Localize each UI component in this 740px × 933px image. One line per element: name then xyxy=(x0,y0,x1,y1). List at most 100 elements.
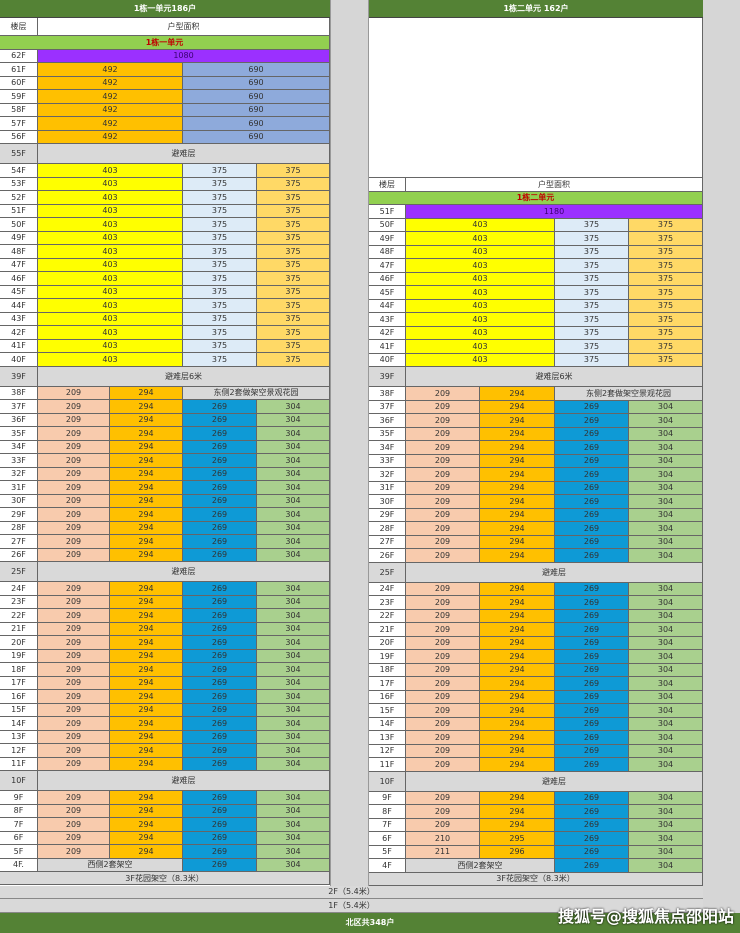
floor-label: 11F xyxy=(0,757,38,771)
area-cell: 209 xyxy=(38,609,110,623)
area-cell: 209 xyxy=(38,595,110,609)
floor-row: 26F 209 294 269 304 xyxy=(369,549,703,563)
unit-1-table: 1栋一单元186户 楼层 户型面积 1栋一单元 62F 1080 61F 492 690 60F 4… xyxy=(0,0,330,885)
floor-label: 4F. xyxy=(0,858,38,872)
area-cell: 209 xyxy=(406,677,480,691)
floor-label: 12F xyxy=(0,744,38,758)
area-cell: 269 xyxy=(183,744,257,758)
area-cell: 403 xyxy=(38,177,183,191)
floor-label: 16F xyxy=(369,690,406,704)
floor-row: 54F 403 375 375 xyxy=(0,164,330,178)
floor-row: 12F 209 294 269 304 xyxy=(369,744,703,758)
area-cell: 269 xyxy=(555,636,629,650)
floor-row: 28F 209 294 269 304 xyxy=(0,521,330,535)
area-cell: 209 xyxy=(406,744,480,758)
area-cell: 375 xyxy=(183,218,257,232)
area-cell: 269 xyxy=(555,468,629,482)
floor-label: 27F xyxy=(369,535,406,549)
area-cell: 294 xyxy=(110,791,183,805)
area-cell: 294 xyxy=(480,609,555,623)
floor-row: 34F 209 294 269 304 xyxy=(0,440,330,454)
area-cell: 304 xyxy=(257,636,330,650)
floor-label: 30F xyxy=(369,495,406,509)
area-cell: 避难层 xyxy=(38,771,330,791)
floor-row: 12F 209 294 269 304 xyxy=(0,744,330,758)
floor-row: 35F 209 294 269 304 xyxy=(0,427,330,441)
area-cell: 304 xyxy=(629,859,703,873)
area-cell: 403 xyxy=(406,326,555,340)
area-cell: 209 xyxy=(406,414,480,428)
floor-label: 29F xyxy=(369,508,406,522)
floor-row: 4F. 西侧2套架空 269 304 xyxy=(0,858,330,872)
area-cell: 209 xyxy=(406,427,480,441)
area-cell: 304 xyxy=(257,622,330,636)
floor-row: 21F 209 294 269 304 xyxy=(369,623,703,637)
area-cell: 209 xyxy=(38,744,110,758)
area-cell: 375 xyxy=(629,326,703,340)
area-cell: 294 xyxy=(480,508,555,522)
floor-row: 60F 492 690 xyxy=(0,76,330,90)
area-cell: 375 xyxy=(183,231,257,245)
floor-row: 59F 492 690 xyxy=(0,90,330,104)
floor-row: 40F 403 375 375 xyxy=(369,353,703,367)
area-cell: 209 xyxy=(38,582,110,596)
area-cell: 295 xyxy=(480,832,555,846)
area-cell: 304 xyxy=(257,791,330,805)
floor-label: 50F xyxy=(369,218,406,232)
area-cell: 209 xyxy=(406,791,480,805)
area-cell: 209 xyxy=(38,818,110,832)
area-cell: 304 xyxy=(629,758,703,772)
area-cell: 304 xyxy=(257,400,330,414)
area-cell: 375 xyxy=(183,258,257,272)
floor-row: 34F 209 294 269 304 xyxy=(369,441,703,455)
area-cell: 269 xyxy=(555,758,629,772)
area-cell: 304 xyxy=(257,690,330,704)
area-cell: 294 xyxy=(110,609,183,623)
area-cell: 209 xyxy=(38,717,110,731)
area-cell: 269 xyxy=(555,731,629,745)
floor-label: 12F xyxy=(369,744,406,758)
area-cell: 304 xyxy=(257,609,330,623)
area-cell: 403 xyxy=(38,353,183,367)
area-cell: 294 xyxy=(480,636,555,650)
floor-row: 30F 209 294 269 304 xyxy=(0,494,330,508)
floor-row: 19F 209 294 269 304 xyxy=(0,649,330,663)
area-cell: 304 xyxy=(629,791,703,805)
floor-row: 19F 209 294 269 304 xyxy=(369,650,703,664)
area-cell: 304 xyxy=(629,535,703,549)
area-cell: 375 xyxy=(629,299,703,313)
area-cell: 375 xyxy=(555,259,629,273)
floor-row: 48F 403 375 375 xyxy=(0,245,330,259)
area-cell: 375 xyxy=(183,177,257,191)
area-cell: 209 xyxy=(38,481,110,495)
area-cell: 294 xyxy=(110,508,183,522)
area-cell: 304 xyxy=(257,548,330,562)
floor-row: 14F 209 294 269 304 xyxy=(0,717,330,731)
floor-row: 24F 209 294 269 304 xyxy=(369,582,703,596)
area-cell: 304 xyxy=(629,845,703,859)
area-cell: 1080 xyxy=(38,49,330,63)
area-cell: 375 xyxy=(183,164,257,178)
area-cell: 209 xyxy=(38,548,110,562)
area-cell: 403 xyxy=(38,231,183,245)
floor-label: 27F xyxy=(0,535,38,549)
floor-label: 5F xyxy=(369,845,406,859)
area-cell: 269 xyxy=(183,757,257,771)
floor-label: 25F xyxy=(0,562,38,582)
area-cell: 294 xyxy=(480,717,555,731)
area-cell: 294 xyxy=(480,731,555,745)
area-cell: 294 xyxy=(110,427,183,441)
area-cell: 269 xyxy=(183,508,257,522)
floor-label: 60F xyxy=(0,76,38,90)
floor-label: 23F xyxy=(369,596,406,610)
area-cell: 403 xyxy=(38,272,183,286)
area-cell: 209 xyxy=(38,663,110,677)
floor-row: 16F 209 294 269 304 xyxy=(369,690,703,704)
floor-label: 24F xyxy=(0,582,38,596)
floor-label: 32F xyxy=(0,467,38,481)
area-cell: 西侧2套架空 xyxy=(38,858,183,872)
area-cell: 304 xyxy=(629,623,703,637)
area-cell: 269 xyxy=(183,804,257,818)
area-cell: 403 xyxy=(38,299,183,313)
floor-label: 14F xyxy=(369,717,406,731)
